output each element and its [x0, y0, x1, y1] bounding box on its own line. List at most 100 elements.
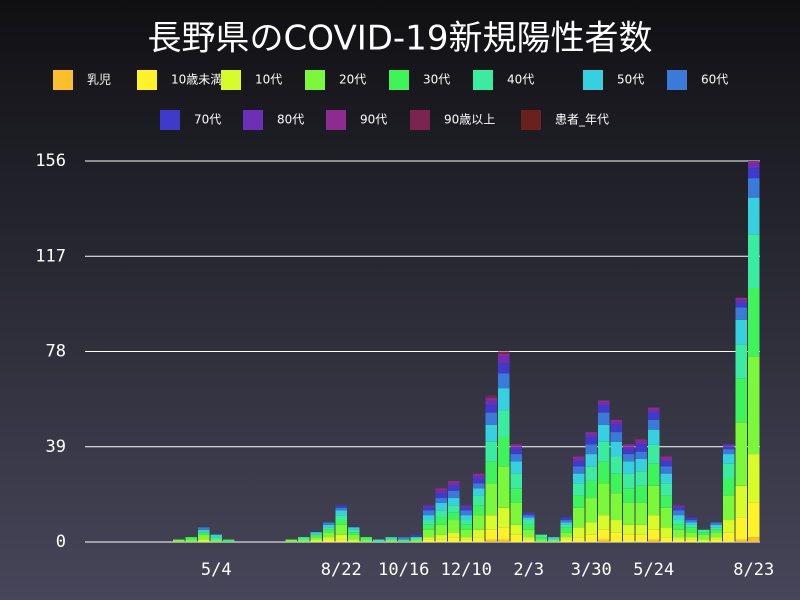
bar-segment [485, 397, 497, 401]
bar-segment [523, 512, 535, 516]
bar-segment [460, 505, 472, 508]
bar-segment [498, 527, 510, 540]
bar-segment [373, 539, 385, 542]
legend-swatch [410, 110, 430, 130]
bar-segment [623, 446, 635, 450]
bar-segment [523, 517, 535, 521]
legend: 乳児 10歳未満 10代 20代 30代 40代 50代 60代 70代 80代 90代 90歳以上 患… [53, 70, 728, 130]
bar-segment [573, 456, 585, 459]
bar-segment [635, 485, 647, 503]
bar-segment [498, 356, 510, 364]
x-tick-label: 10/16 [378, 560, 429, 580]
bar-segment [435, 539, 447, 542]
bar-segment [573, 483, 585, 496]
bar-segment [748, 502, 760, 538]
bar-segment [723, 532, 735, 542]
legend-swatch [53, 70, 73, 90]
x-tick-label: 12/10 [441, 560, 492, 580]
bar-segment [185, 537, 197, 540]
bar-segment [510, 473, 522, 489]
bar-segment [710, 539, 722, 542]
bar-segment [623, 449, 635, 455]
bar-segment [348, 529, 360, 533]
bar-segment [348, 532, 360, 535]
bar-segment [710, 537, 722, 540]
bar-segment [598, 529, 610, 540]
bar-segment [460, 515, 472, 521]
bar-segment [573, 473, 585, 484]
bar-segment [548, 539, 560, 542]
bar-segment [410, 534, 422, 538]
bar-segment [660, 458, 672, 462]
bar-segment [498, 436, 510, 467]
bar-segment [510, 449, 522, 455]
bar-segment [623, 473, 635, 489]
bar-segment [560, 539, 572, 542]
bar-segment [335, 539, 347, 542]
bar-segment [485, 461, 497, 484]
bar-segment [473, 478, 485, 484]
bar-segment [623, 444, 635, 447]
bar-segment [648, 429, 660, 445]
bar-segment [198, 529, 210, 533]
bar-segment [198, 532, 210, 535]
bars [173, 161, 760, 542]
bar-segment [423, 529, 435, 538]
bar-segment [560, 537, 572, 540]
bar-segment [598, 400, 610, 403]
bar-segment [685, 527, 697, 533]
bar-segment [735, 539, 747, 542]
bar-segment [748, 288, 760, 357]
bar-segment [310, 539, 322, 542]
legend-label: 90歳以上 [444, 113, 495, 127]
x-tick-label: 5/24 [633, 560, 674, 580]
bar-segment [723, 520, 735, 533]
bar-segment [610, 432, 622, 442]
y-tick-label: 78 [46, 342, 66, 362]
bar-segment [448, 505, 460, 513]
bar-segment [573, 507, 585, 528]
bar-segment [735, 302, 747, 308]
bar-segment [485, 395, 497, 398]
bar-segment [748, 454, 760, 503]
bar-segment [735, 485, 747, 518]
bar-segment [610, 419, 622, 423]
bar-segment [485, 412, 497, 425]
bar-segment [660, 466, 672, 474]
bar-segment [498, 466, 510, 508]
bar-segment [735, 300, 747, 303]
bar-segment [648, 485, 660, 516]
bar-segment [423, 510, 435, 516]
bar-segment [573, 527, 585, 538]
legend-swatch [137, 70, 157, 90]
bar-segment [673, 510, 685, 516]
bar-segment [485, 539, 497, 542]
bar-segment [685, 539, 697, 542]
bar-segment [573, 537, 585, 542]
bar-segment [635, 534, 647, 542]
bar-segment [635, 451, 647, 459]
bar-segment [460, 510, 472, 516]
bar-segment [723, 446, 735, 450]
bar-segment [585, 466, 597, 481]
bar-segment [673, 515, 685, 521]
bar-segment [510, 454, 522, 462]
bar-segment [498, 363, 510, 374]
bar-segment [673, 524, 685, 530]
bar-segment [473, 476, 485, 479]
bar-segment [498, 373, 510, 389]
bar-segment [485, 483, 497, 516]
bar-segment [673, 539, 685, 542]
bar-segment [648, 463, 660, 486]
bar-segment [660, 473, 672, 484]
bar-segment [335, 505, 347, 508]
bar-segment [435, 490, 447, 494]
legend-swatch [667, 70, 687, 90]
bar-segment [660, 537, 672, 542]
bar-segment [560, 532, 572, 538]
bar-segment [385, 539, 397, 542]
bar-segment [673, 505, 685, 508]
bar-segment [735, 307, 747, 320]
bar-segment [560, 520, 572, 523]
bar-segment [660, 527, 672, 538]
